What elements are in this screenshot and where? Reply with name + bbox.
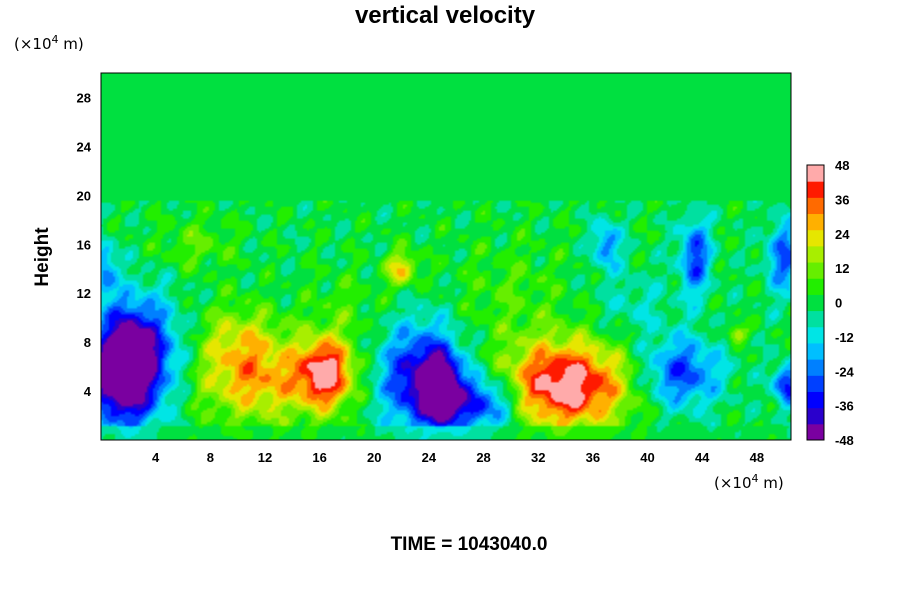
colorbar-tick-label: 24	[835, 227, 850, 242]
colorbar-tick-label: 48	[835, 158, 849, 173]
y-axis-ticks: 4 8 12 16 20 24 28	[77, 90, 92, 399]
colorbar-swatch	[807, 359, 824, 376]
x-tick-label: 24	[422, 450, 437, 465]
y-tick-label: 28	[77, 90, 91, 105]
colorbar-swatch	[807, 229, 824, 247]
y-tick-label: 4	[84, 384, 92, 399]
colorbar-swatch	[807, 165, 824, 182]
colorbar-swatch	[807, 342, 824, 360]
colorbar-swatch	[807, 391, 824, 409]
colorbar-swatch	[807, 213, 824, 231]
y-tick-label: 20	[77, 188, 91, 203]
x-tick-label: 28	[476, 450, 490, 465]
x-tick-label: 32	[531, 450, 545, 465]
chart-title: vertical velocity	[355, 2, 536, 29]
x-tick-label: 4	[152, 450, 160, 465]
time-label: TIME = 1043040.0	[391, 534, 548, 555]
colorbar-swatch	[807, 310, 824, 328]
colorbar-ticks: 48 36 24 12 0 -12 -24 -36 -48	[835, 158, 855, 448]
y-axis-label: Height	[32, 227, 53, 287]
x-tick-label: 44	[695, 450, 710, 465]
x-tick-label: 36	[586, 450, 600, 465]
colorbar-tick-label: -24	[835, 364, 855, 379]
heatmap-field	[101, 73, 791, 440]
x-tick-label: 12	[258, 450, 272, 465]
colorbar-swatch	[807, 294, 824, 312]
colorbar-swatch	[807, 326, 824, 344]
x-unit-label: (×104 m)	[714, 472, 784, 492]
heatmap-plot-area	[100, 72, 792, 441]
y-tick-label: 24	[77, 139, 92, 154]
colorbar-tick-label: 0	[835, 296, 842, 311]
y-tick-label: 12	[77, 286, 91, 301]
x-tick-label: 16	[312, 450, 326, 465]
y-tick-label: 8	[84, 335, 91, 350]
colorbar	[806, 164, 825, 441]
plot-frame	[100, 72, 792, 441]
colorbar-tick-label: -12	[835, 330, 854, 345]
x-axis-ticks: 4 8 12 16 20 24 28 32 36 40 44 48	[152, 450, 764, 465]
colorbar-swatch	[807, 245, 824, 263]
colorbar-swatch	[807, 423, 824, 441]
colorbar-frame	[806, 164, 825, 441]
colorbar-tick-label: 12	[835, 261, 849, 276]
y-unit-label: (×104 m)	[14, 33, 84, 53]
colorbar-tick-label: 36	[835, 192, 849, 207]
colorbar-swatch	[807, 407, 824, 425]
colorbar-swatch	[807, 375, 824, 392]
x-tick-label: 8	[207, 450, 214, 465]
y-tick-label: 16	[77, 237, 91, 252]
colorbar-swatch	[807, 181, 824, 198]
colorbar-tick-label: -48	[835, 433, 854, 448]
colorbar-tick-label: -36	[835, 399, 854, 414]
x-tick-label: 20	[367, 450, 381, 465]
colorbar-swatch	[807, 197, 824, 215]
x-tick-label: 40	[640, 450, 654, 465]
x-tick-label: 48	[750, 450, 764, 465]
colorbar-swatch	[807, 262, 824, 279]
colorbar-swatch	[807, 278, 824, 295]
